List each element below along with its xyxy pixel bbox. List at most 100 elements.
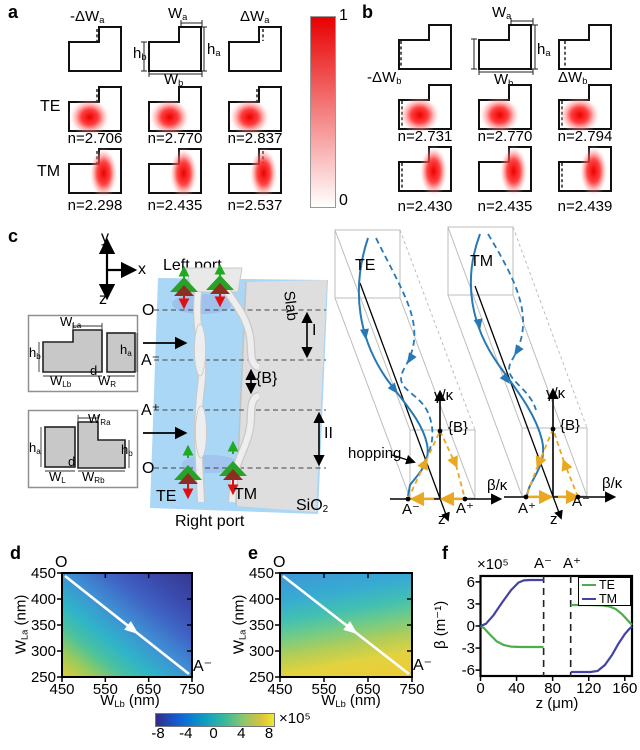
- te-box-label: TE: [355, 257, 376, 274]
- tick-label: 650: [355, 681, 381, 698]
- mode-profile-tm: [554, 140, 614, 200]
- mode-intensity-blob: [472, 84, 532, 136]
- coordinate-axes: [98, 237, 138, 301]
- inset-cross-section-bottom: [27, 409, 139, 489]
- waveguide-cross-section: [68, 26, 122, 72]
- effective-index: n=2.435: [477, 198, 533, 215]
- heatmap-d-overlay: [57, 572, 193, 682]
- dim-label-wb: Wb: [494, 71, 513, 88]
- tick-label: 40: [508, 680, 525, 697]
- section-o-top: O: [142, 302, 155, 319]
- tick-label: 450: [30, 565, 56, 582]
- waveguide-cross-section: [558, 24, 612, 70]
- mode-intensity-blob: [474, 140, 534, 200]
- inset-label-wra: WRa: [88, 411, 111, 427]
- colorbar-max: 1: [339, 7, 348, 24]
- dim-label-ha: ha: [537, 41, 551, 59]
- axis-z-label: z: [99, 291, 107, 308]
- region-1-label: I: [312, 322, 317, 339]
- inset-label-ha: ha: [120, 342, 132, 358]
- tm-z-axis: [474, 285, 563, 520]
- tick-label: 3: [466, 595, 475, 613]
- tick-label: 160: [612, 680, 638, 697]
- row-label-te: TE: [40, 98, 61, 115]
- dimension-lines: [471, 18, 538, 75]
- panel-b-label: b: [362, 2, 373, 22]
- tick-label: 0: [466, 618, 475, 635]
- tick-label: -4: [179, 725, 193, 742]
- line-chart-f: [475, 574, 634, 681]
- waveguide-outline: [478, 24, 532, 70]
- tick-label: 6: [466, 573, 475, 591]
- section-o-bottom: O: [142, 460, 155, 477]
- panel-a-label: a: [8, 2, 19, 22]
- tick-label: 250: [30, 669, 56, 686]
- te-port-label: TE: [156, 488, 177, 505]
- heatmap-d-end-label: A⁻: [193, 658, 213, 675]
- panel-d-label: d: [10, 543, 21, 563]
- mode-intensity-blob: [554, 140, 614, 200]
- inset-label-ha: ha: [29, 440, 41, 456]
- te-hopping-cycle: [407, 430, 466, 507]
- tick-label: -3: [461, 640, 475, 658]
- tick-label: 450: [267, 681, 293, 698]
- effective-index: n=2.537: [227, 197, 283, 214]
- mode-intensity-blob: [62, 86, 122, 138]
- region-2-label: II: [324, 425, 333, 442]
- mode-intensity-blob: [64, 142, 124, 202]
- te-z-axis-label: z: [438, 511, 446, 528]
- tick-label: 450: [49, 681, 75, 698]
- tick-label: 650: [136, 681, 162, 698]
- tm-a-minus-label: A⁻: [572, 493, 590, 510]
- inset-label-wrb: WRb: [82, 469, 105, 485]
- heatmap-d-start-label: O: [55, 554, 68, 571]
- mode-profile-tm: [224, 142, 284, 202]
- waveguide-cross-section: [228, 26, 282, 72]
- tick-label: 80: [544, 680, 561, 697]
- te-gamma-axis-label: γ/κ: [434, 387, 454, 404]
- section-a-plus: A⁺: [141, 402, 161, 419]
- mode-profile-te: [552, 84, 612, 136]
- effective-index: n=2.298: [67, 197, 123, 214]
- vline-a-plus-label: A⁺: [563, 555, 581, 572]
- tick-label: 400: [248, 591, 274, 608]
- tick-label: 300: [30, 643, 56, 660]
- waveguide-cross-section: [478, 24, 532, 70]
- tick-label: 550: [311, 681, 337, 698]
- heatmap-e-start-label: O: [273, 554, 286, 571]
- legend-swatch-tm: [582, 597, 596, 601]
- tm-z-axis-label: z: [550, 511, 558, 528]
- inset-label-d: d: [68, 454, 76, 469]
- panel-e-label: e: [248, 543, 259, 563]
- tick-label: 8: [264, 725, 274, 742]
- inset-label-wlb: WLb: [50, 373, 72, 389]
- tm-hopping-cycle: [525, 428, 581, 505]
- dim-label-minus-dwa: -ΔWa: [70, 8, 105, 26]
- chart-f-ylabel: β (m⁻¹): [432, 600, 450, 649]
- adiabatic-taper: [194, 323, 206, 377]
- mode-intensity-blob: [144, 142, 204, 202]
- section-a-minus: A⁻: [141, 352, 161, 369]
- te-a-plus-label: A⁺: [456, 500, 474, 517]
- te-b-point-label: {B}: [448, 419, 469, 436]
- tick-label: 0: [209, 725, 218, 742]
- inset-label-wla: WLa: [60, 314, 82, 330]
- tick-label: 400: [30, 591, 56, 608]
- tick-label: 120: [576, 680, 602, 697]
- te-beta-axis-label: β/κ: [487, 477, 508, 494]
- waveguide-cross-section: [398, 24, 452, 70]
- mode-intensity-blob: [222, 86, 282, 138]
- dim-label-dwa: ΔWa: [240, 8, 270, 26]
- inset-label-wl: WL: [49, 469, 66, 485]
- mode-profile-te: [142, 86, 202, 138]
- waveguide-branch-upper: [223, 288, 260, 370]
- adiabatic-taper: [195, 405, 207, 459]
- effective-index: n=2.430: [397, 198, 453, 215]
- tick-label: 300: [248, 643, 274, 660]
- waveguide-outline: [398, 24, 452, 70]
- axis-x-label: x: [138, 261, 146, 278]
- dim-label-dwb: ΔWb: [558, 69, 588, 87]
- vline-a-minus-label: A⁻: [534, 555, 552, 572]
- tick-label: 250: [248, 669, 274, 686]
- mode-profile-te: [62, 86, 122, 138]
